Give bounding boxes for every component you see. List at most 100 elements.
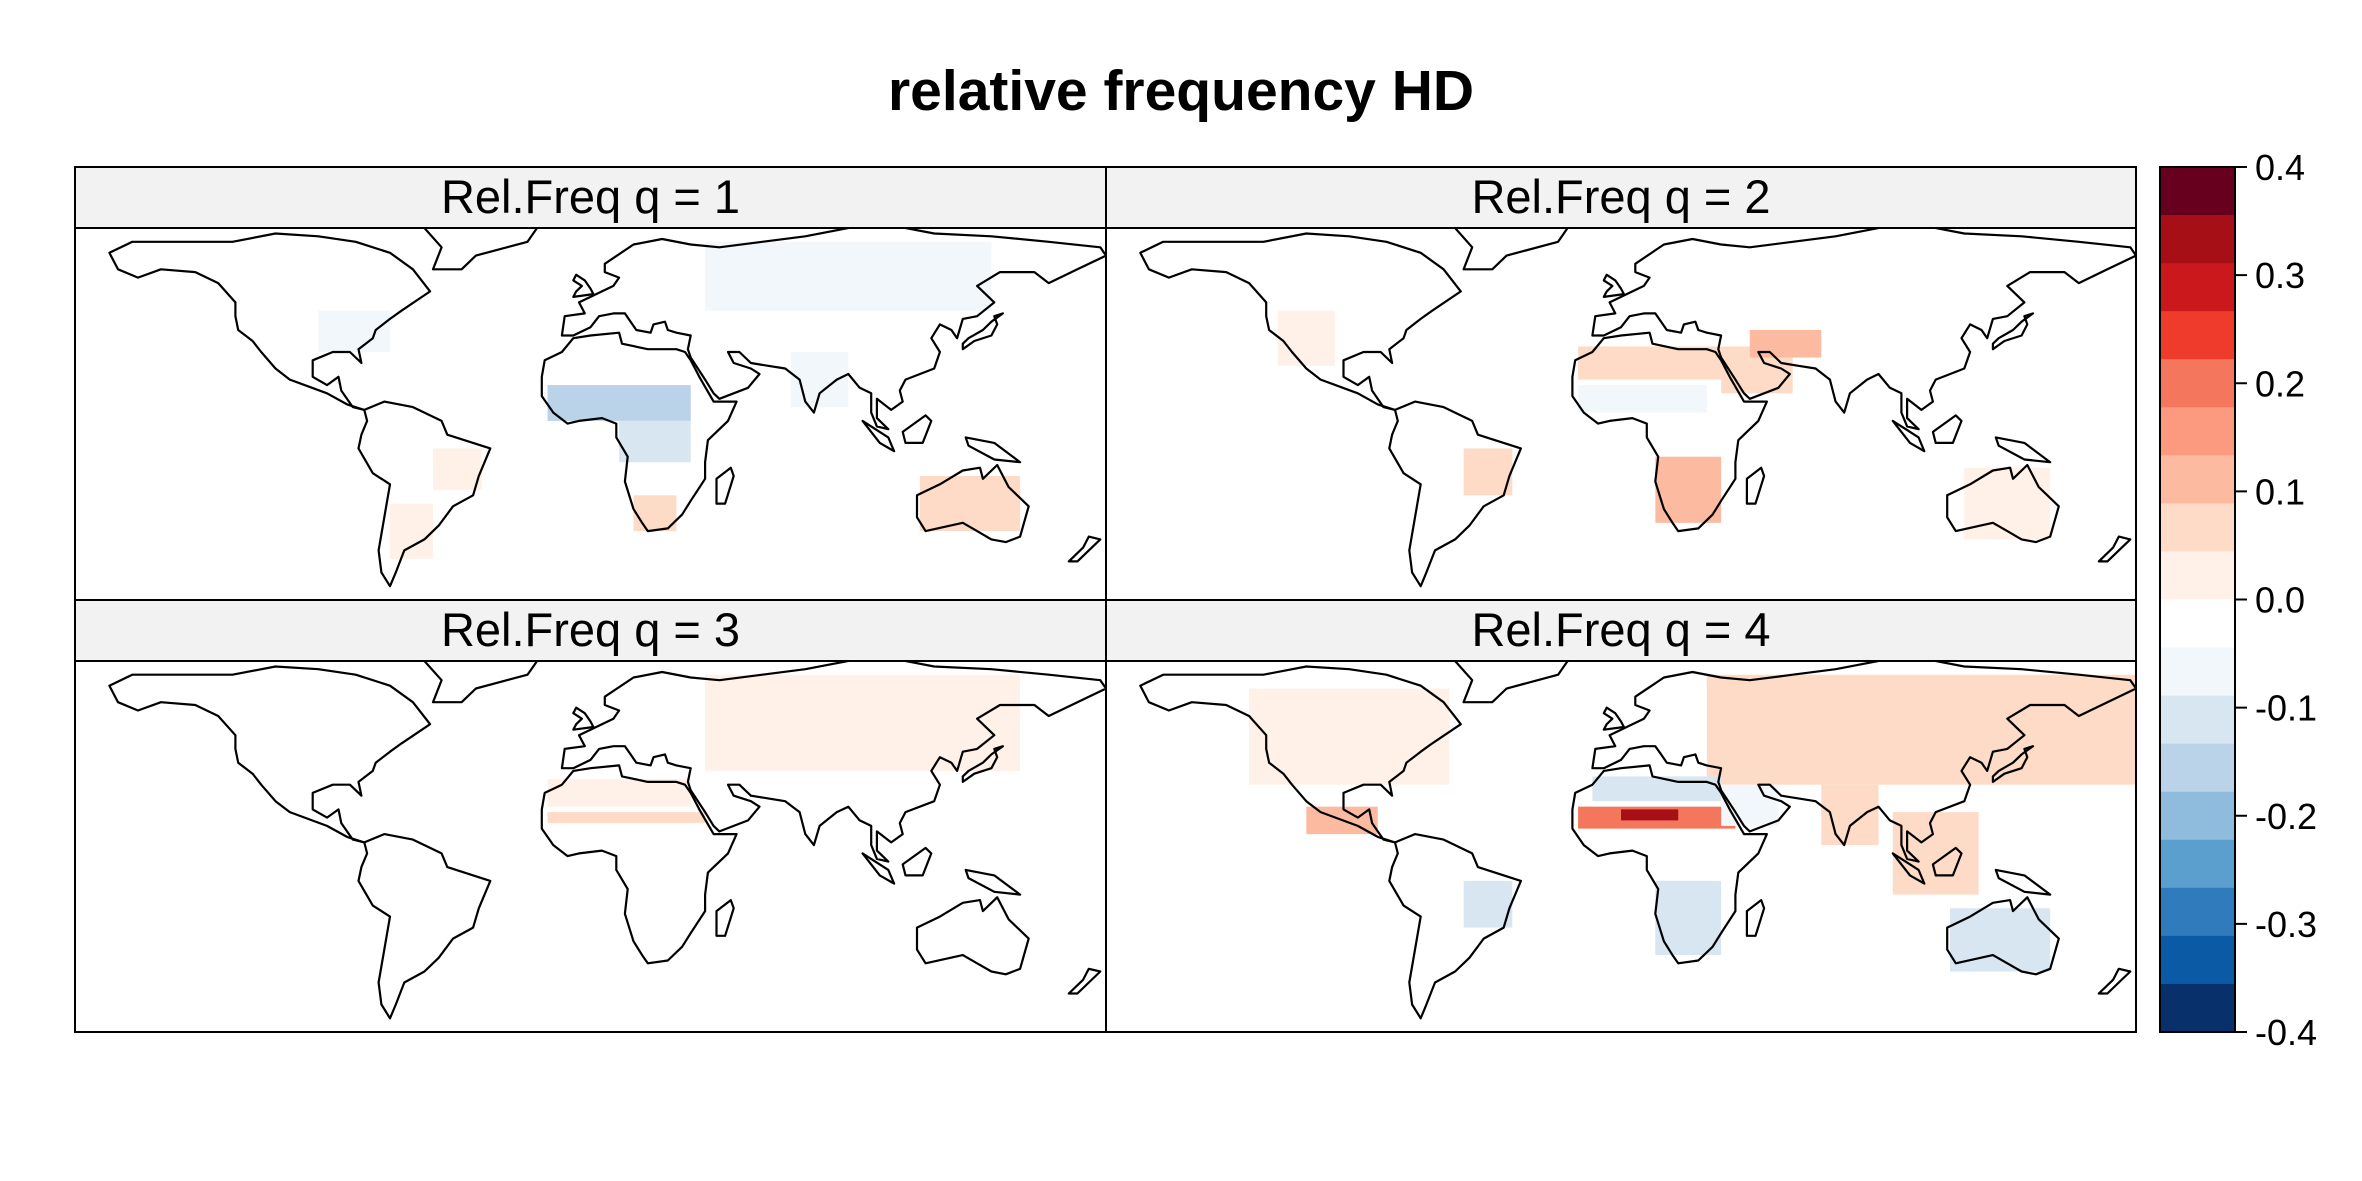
coastline-borneo (901, 846, 933, 877)
panel-strip (1105, 599, 2137, 662)
colorbar: 0.4 0.3 0.2 0.1 0.0 -0.1 -0.2 -0.3 -0.4 (2159, 147, 2317, 1053)
data-cell-eastern-us (318, 310, 391, 352)
colorbar-tick-label: -0.3 (2255, 904, 2317, 945)
colorbar-tick-label: -0.4 (2255, 1012, 2317, 1053)
data-cell-southern-africa (633, 495, 677, 532)
panel-label: Rel.Freq q = 4 (1471, 603, 1770, 656)
data-cell-brazil (1463, 448, 1513, 496)
colorbar-segment (2160, 887, 2235, 937)
coastline-africa (1571, 764, 1768, 965)
coastline-japan (961, 745, 1004, 783)
colorbar-segment (2160, 407, 2235, 456)
coastline-uk (1602, 706, 1625, 731)
data-cell-brazil (432, 448, 482, 490)
data-cell-australia (934, 908, 1021, 964)
coastline-greenland (419, 661, 539, 704)
coastline-australia (915, 896, 1030, 976)
coastline-uk (572, 706, 595, 731)
coastline-madagascar (715, 899, 735, 937)
colorbar-segment (2160, 743, 2235, 793)
data-cell-western-us (1277, 310, 1335, 366)
data-cell-eurasia (705, 241, 992, 311)
data-cell-southern-south-america (390, 503, 433, 559)
coastline-borneo (901, 414, 933, 444)
coastline-sumatra (861, 419, 896, 453)
coastline-uk (1602, 273, 1625, 298)
coastline-uk (572, 273, 595, 298)
panel-label: Rel.Freq q = 1 (441, 170, 740, 223)
panel-4: Rel.Freq q = 4 (1105, 599, 2137, 1033)
panel-cells (375, 674, 1021, 978)
colorbar-segment (2160, 839, 2235, 889)
colorbar-tick-label: -0.2 (2255, 796, 2317, 837)
coastline-north-america (1139, 232, 1462, 411)
data-cell-sahel (1578, 385, 1707, 413)
coastline-africa (1571, 331, 1768, 533)
colorbar-tick-label: -0.1 (2255, 688, 2317, 729)
data-cell-sahara-core (1621, 809, 1679, 821)
data-cell-saharan-band (547, 812, 706, 824)
data-cell-south-america (375, 853, 476, 978)
data-cell-sahel (547, 385, 691, 421)
coastline-greenland (1450, 228, 1569, 271)
colorbar-segment (2160, 167, 2235, 216)
panel-label: Rel.Freq q = 3 (441, 603, 740, 656)
colorbar-segment (2160, 455, 2235, 504)
panel-strip (74, 599, 1107, 662)
coastline-australia (1946, 896, 2060, 976)
colorbar-segment (2160, 359, 2235, 408)
panel-3: Rel.Freq q = 3 (74, 599, 1107, 1033)
data-cell-north-africa (1578, 346, 1722, 380)
coastlines (108, 661, 1106, 1020)
coastline-africa (540, 331, 738, 533)
data-cell-north-africa (1592, 776, 1722, 802)
data-cell-eurasia (1706, 674, 2136, 785)
coastline-borneo (1931, 846, 1963, 877)
coastline-japan (1991, 312, 2035, 351)
colorbar-segment (2160, 215, 2235, 264)
coastline-madagascar (715, 466, 735, 505)
coastline-north-america (108, 232, 432, 411)
coastline-greenland (1450, 661, 1569, 704)
colorbar-segment (2160, 311, 2235, 360)
panel-strip (1105, 166, 2137, 229)
coastlines (1139, 661, 2136, 1020)
data-cell-australia (1964, 467, 2051, 540)
colorbar-segment (2160, 983, 2235, 1033)
data-cell-southern-africa (624, 880, 691, 950)
coastline-new-guinea (1994, 436, 2052, 464)
coastline-new-guinea (1994, 868, 2052, 896)
coastline-eurasia (560, 661, 1106, 863)
colorbar-segment (2160, 695, 2235, 745)
coastline-australia (1946, 463, 2060, 544)
chart-title: relative frequency HD (887, 59, 1475, 123)
coastline-new-zealand (1067, 535, 1102, 563)
data-cell-southeast-asia (1892, 812, 1979, 895)
panel-cells (1249, 674, 2136, 972)
coastline-sumatra (1891, 852, 1926, 885)
coastline-south-america (357, 400, 492, 588)
coastline-madagascar (1745, 899, 1766, 937)
coastline-new-guinea (964, 436, 1022, 464)
colorbar-segment (2160, 647, 2235, 697)
coastline-north-america (108, 665, 432, 844)
coastline-new-zealand (2097, 535, 2132, 563)
colorbar-tick-label: 0.4 (2255, 147, 2305, 188)
coastline-new-zealand (2097, 967, 2132, 995)
coastline-sumatra (1891, 419, 1926, 453)
panel-cells (1277, 241, 2051, 540)
panel-1: Rel.Freq q = 1 (74, 166, 1107, 601)
data-cell-iran (1749, 329, 1822, 358)
coastline-eurasia (1591, 661, 2136, 863)
colorbar-tick-label: 0.0 (2255, 580, 2305, 621)
colorbar-segment (2160, 503, 2235, 552)
panel-strip (74, 166, 1107, 229)
coastline-south-america (1388, 833, 1522, 1020)
coastline-australia (915, 463, 1030, 544)
coastline-south-america (357, 833, 492, 1020)
coastlines (1139, 228, 2136, 588)
coastline-sumatra (861, 852, 896, 885)
coastline-japan (961, 312, 1004, 351)
coastline-japan (1991, 745, 2035, 783)
